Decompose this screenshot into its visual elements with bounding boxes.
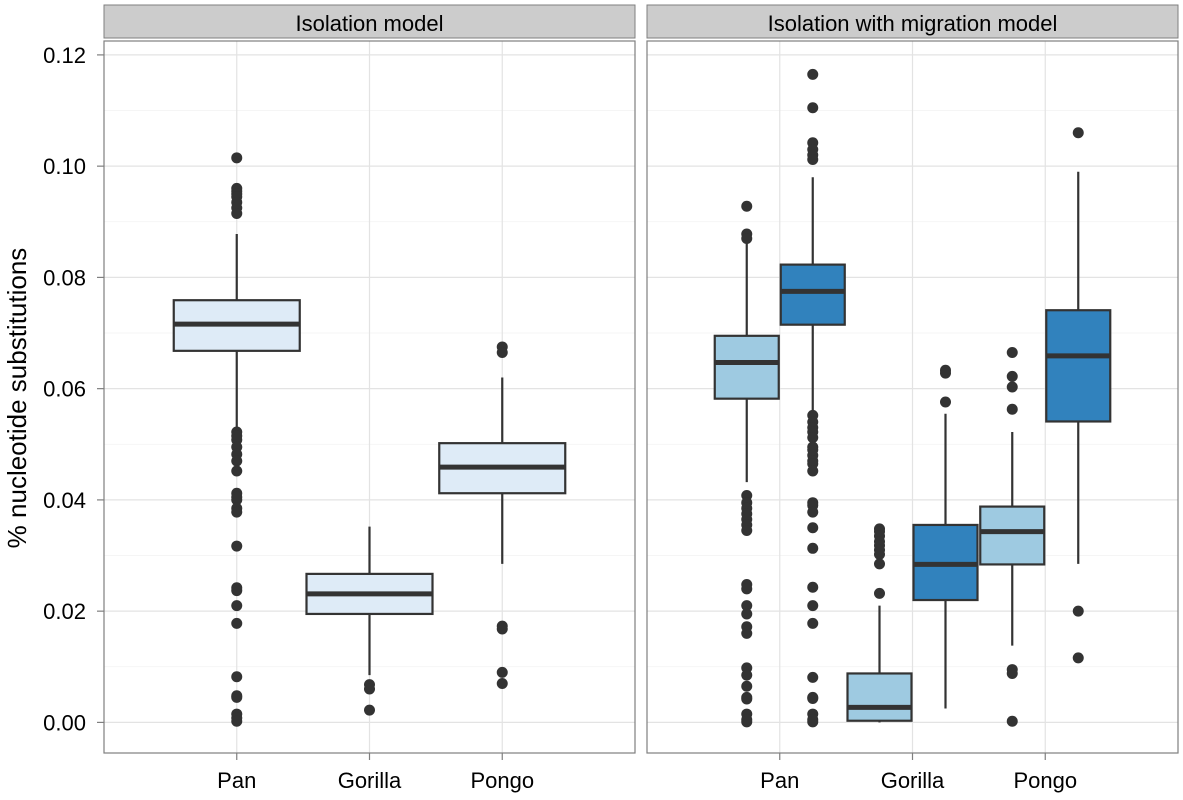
box-iqr: [713, 334, 780, 400]
y-tick-label: 0.04: [43, 488, 86, 513]
outlier-point: [231, 540, 243, 552]
outlier-point: [940, 367, 951, 379]
outlier-point: [807, 153, 819, 165]
x-tick-label: Pan: [217, 768, 256, 793]
outlier-point: [1006, 667, 1018, 679]
outlier-point: [1006, 403, 1018, 415]
outlier-point: [1072, 127, 1084, 139]
outlier-point: [231, 465, 243, 477]
outlier-point: [741, 600, 753, 612]
outlier-point: [231, 506, 243, 518]
box-iqr: [1045, 309, 1112, 423]
outlier-point: [741, 680, 753, 692]
x-tick-label: Pan: [760, 768, 799, 793]
outlier-point: [807, 102, 819, 114]
outlier-point: [807, 542, 819, 554]
outlier-point: [496, 347, 508, 358]
y-tick-label: 0.02: [43, 599, 86, 624]
outlier-point: [1006, 715, 1018, 727]
outlier-point: [807, 522, 819, 534]
outlier-point: [231, 671, 243, 683]
outlier-point: [741, 627, 753, 639]
y-tick-label: 0.06: [43, 377, 86, 402]
panels-layer: 0.00 0.02 0.04 0.06 0.08 0.10 0.12 Isolation mo…: [43, 4, 1179, 793]
box-pan: [779, 68, 846, 728]
y-tick-label: 0.00: [43, 710, 86, 735]
outlier-point: [741, 525, 753, 536]
outlier-point: [741, 693, 753, 705]
outlier-point: [807, 617, 819, 629]
outlier-point: [807, 600, 819, 612]
outlier-point: [807, 68, 819, 80]
box-pan: [172, 152, 301, 727]
panel-border: [646, 40, 1179, 754]
y-axis-label: % nucleotide substitutions: [2, 248, 32, 549]
outlier-point: [496, 677, 508, 689]
outlier-point: [1006, 370, 1018, 382]
facet-strip: [103, 4, 636, 39]
outlier-point: [231, 715, 243, 727]
outlier-point: [1006, 347, 1018, 358]
box-gorilla: [912, 364, 979, 709]
outlier-point: [231, 207, 243, 219]
outlier-point: [231, 600, 243, 612]
outlier-point: [364, 683, 375, 695]
x-tick-label: Gorilla: [881, 768, 945, 793]
facet-title: Isolation model: [296, 11, 444, 36]
outlier-point: [741, 200, 753, 212]
outlier-point: [1006, 381, 1018, 393]
outlier-point: [807, 506, 819, 518]
facet-panel-2: Isolation with migration model Pan Gorilla…: [646, 4, 1179, 793]
box-pan: [713, 200, 780, 728]
y-tick-label: 0.08: [43, 265, 86, 290]
facet-panel-1: Isolation model Pan Gorilla Pongo: [103, 4, 636, 793]
box-gorilla: [305, 526, 434, 716]
x-tick-label: Pongo: [1013, 768, 1077, 793]
y-tick-label: 0.12: [43, 43, 86, 68]
outlier-point: [1072, 652, 1084, 664]
outlier-point: [231, 585, 243, 597]
outlier-point: [807, 581, 819, 593]
box-iqr: [846, 672, 913, 722]
x-tick-label: Gorilla: [338, 768, 402, 793]
outlier-point: [231, 494, 243, 506]
box-pongo: [1045, 127, 1112, 664]
outlier-point: [231, 152, 243, 164]
outlier-point: [807, 671, 819, 683]
outlier-point: [741, 608, 753, 620]
outlier-point: [1072, 605, 1084, 617]
outlier-point: [807, 465, 819, 477]
outlier-point: [741, 669, 753, 681]
box-iqr: [779, 263, 846, 326]
box-gorilla: [846, 523, 913, 723]
box-iqr: [979, 505, 1046, 566]
outlier-point: [496, 666, 508, 678]
facet-strip: [646, 4, 1179, 39]
outlier-point: [231, 691, 243, 703]
outlier-point: [874, 558, 885, 570]
outlier-point: [741, 232, 753, 244]
outlier-point: [231, 455, 243, 467]
outlier-point: [364, 704, 375, 716]
x-tick-label: Pongo: [470, 768, 534, 793]
outlier-point: [496, 623, 508, 635]
y-tick-label: 0.10: [43, 154, 86, 179]
outlier-point: [940, 396, 951, 408]
outlier-point: [807, 432, 819, 444]
facet-title: Isolation with migration model: [768, 11, 1058, 36]
outlier-point: [231, 617, 243, 629]
outlier-point: [741, 583, 753, 595]
box-pongo: [979, 347, 1046, 727]
outlier-point: [874, 548, 885, 560]
outlier-point: [807, 716, 819, 728]
outlier-point: [874, 587, 885, 599]
outlier-point: [807, 692, 819, 704]
box-pongo: [438, 341, 567, 689]
panel-border: [103, 40, 636, 754]
outlier-point: [741, 716, 753, 728]
